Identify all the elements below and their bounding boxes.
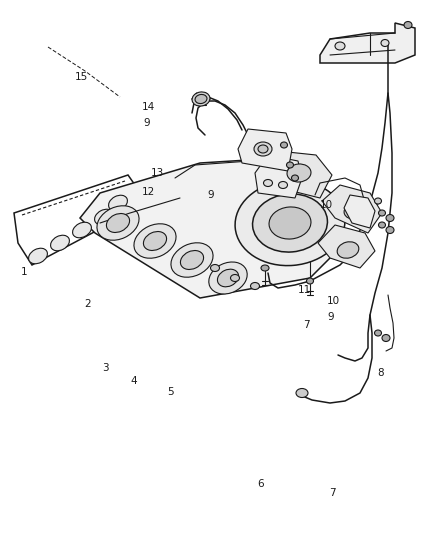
Text: 3: 3 bbox=[102, 363, 109, 373]
Ellipse shape bbox=[253, 194, 328, 252]
Ellipse shape bbox=[217, 269, 239, 287]
Ellipse shape bbox=[404, 21, 412, 28]
Polygon shape bbox=[322, 185, 382, 233]
Ellipse shape bbox=[209, 262, 247, 294]
Ellipse shape bbox=[50, 235, 69, 251]
Text: 7: 7 bbox=[329, 488, 336, 498]
Ellipse shape bbox=[374, 330, 381, 336]
Ellipse shape bbox=[279, 182, 287, 189]
Ellipse shape bbox=[386, 214, 394, 222]
Ellipse shape bbox=[280, 142, 287, 148]
Ellipse shape bbox=[258, 145, 268, 153]
Ellipse shape bbox=[381, 39, 389, 46]
Text: 11: 11 bbox=[298, 286, 311, 295]
Ellipse shape bbox=[106, 214, 130, 232]
Ellipse shape bbox=[180, 251, 204, 270]
Ellipse shape bbox=[382, 335, 390, 342]
Ellipse shape bbox=[287, 164, 311, 182]
Ellipse shape bbox=[286, 162, 293, 168]
Text: 7: 7 bbox=[303, 320, 310, 330]
Text: 2: 2 bbox=[84, 299, 91, 309]
Ellipse shape bbox=[97, 206, 139, 240]
Text: 5: 5 bbox=[167, 387, 174, 397]
Text: 15: 15 bbox=[74, 72, 88, 82]
Text: 14: 14 bbox=[142, 102, 155, 111]
Polygon shape bbox=[255, 155, 302, 198]
Ellipse shape bbox=[344, 203, 366, 219]
Text: 13: 13 bbox=[151, 168, 164, 178]
Ellipse shape bbox=[195, 94, 207, 103]
Ellipse shape bbox=[261, 265, 269, 271]
Ellipse shape bbox=[296, 389, 308, 398]
Text: 10: 10 bbox=[320, 200, 333, 210]
Polygon shape bbox=[262, 151, 332, 198]
Ellipse shape bbox=[134, 224, 176, 258]
Ellipse shape bbox=[386, 227, 394, 233]
Polygon shape bbox=[344, 195, 375, 228]
Ellipse shape bbox=[269, 207, 311, 239]
Ellipse shape bbox=[374, 198, 381, 204]
Text: 9: 9 bbox=[327, 312, 334, 322]
Ellipse shape bbox=[143, 231, 166, 251]
Ellipse shape bbox=[378, 222, 385, 228]
Ellipse shape bbox=[211, 264, 219, 271]
Text: 9: 9 bbox=[207, 190, 214, 199]
Text: 9: 9 bbox=[143, 118, 150, 127]
Ellipse shape bbox=[73, 222, 92, 238]
Ellipse shape bbox=[192, 92, 210, 106]
Ellipse shape bbox=[171, 243, 213, 277]
Ellipse shape bbox=[109, 195, 127, 211]
Ellipse shape bbox=[28, 248, 47, 264]
Ellipse shape bbox=[235, 180, 345, 265]
Polygon shape bbox=[80, 158, 345, 298]
Polygon shape bbox=[238, 129, 292, 171]
Ellipse shape bbox=[378, 210, 385, 216]
Text: 4: 4 bbox=[130, 376, 137, 386]
Text: 12: 12 bbox=[142, 187, 155, 197]
Ellipse shape bbox=[251, 282, 259, 289]
Ellipse shape bbox=[254, 142, 272, 156]
Ellipse shape bbox=[292, 175, 299, 181]
Ellipse shape bbox=[335, 42, 345, 50]
Text: 6: 6 bbox=[257, 479, 264, 489]
Ellipse shape bbox=[95, 209, 113, 225]
Text: 10: 10 bbox=[326, 296, 339, 306]
Ellipse shape bbox=[337, 242, 359, 258]
Ellipse shape bbox=[307, 278, 314, 284]
Polygon shape bbox=[320, 23, 415, 63]
Polygon shape bbox=[14, 175, 142, 265]
Text: 1: 1 bbox=[21, 267, 28, 277]
Ellipse shape bbox=[230, 274, 240, 281]
Text: 8: 8 bbox=[378, 368, 385, 378]
Ellipse shape bbox=[264, 180, 272, 187]
Polygon shape bbox=[318, 225, 375, 268]
